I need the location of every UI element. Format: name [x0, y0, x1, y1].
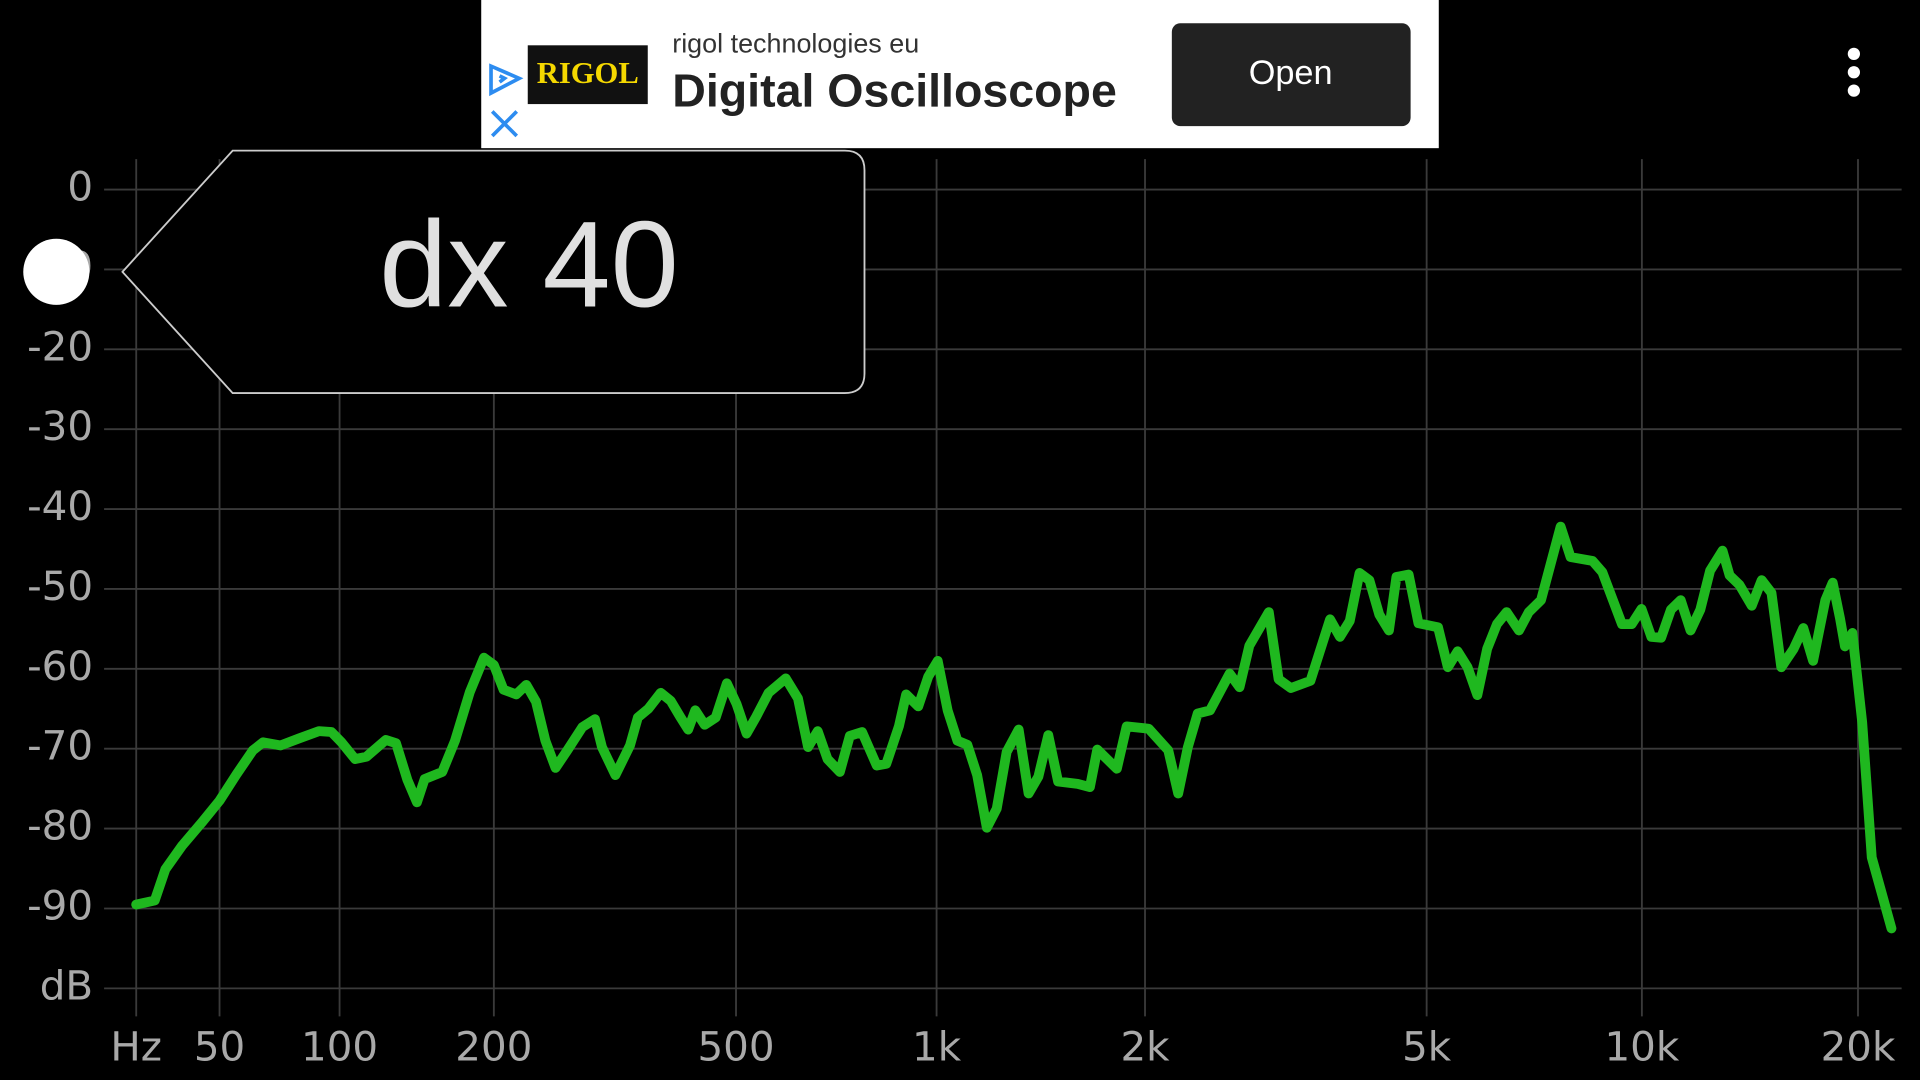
y-tick-label: dB: [40, 961, 93, 1009]
ad-button[interactable]: [1171, 23, 1411, 127]
y-tick-label: -40: [27, 482, 93, 530]
y-tick-label: -20: [27, 322, 93, 370]
menu-dot: [1847, 84, 1860, 97]
x-tick-label: 50: [194, 1022, 245, 1070]
marker-popup: [121, 149, 866, 394]
ad-button-label[interactable]: Open: [1249, 54, 1333, 92]
x-tick-label: 100: [301, 1022, 378, 1070]
x-tick-label: 200: [455, 1022, 532, 1070]
menu-dot: [1847, 66, 1860, 79]
x-tick-label: 500: [697, 1022, 774, 1070]
menu-dot: [1847, 47, 1860, 60]
x-tick-label: 1k: [912, 1022, 962, 1070]
y-tick-label: -50: [27, 562, 93, 610]
y-tick-label: -90: [27, 881, 93, 929]
ad-logo: RIGOL: [537, 56, 639, 90]
ad-headline: Digital Oscilloscope: [672, 65, 1117, 117]
x-tick-label: 5k: [1402, 1022, 1452, 1070]
x-tick-label: 20k: [1821, 1022, 1896, 1070]
y-tick-label: 0: [67, 163, 93, 211]
ad-advertiser: rigol technologies eu: [672, 28, 919, 58]
y-tick-label: -80: [27, 802, 93, 850]
spectrum-line: [131, 521, 1897, 934]
y-tick-label: -60: [27, 642, 93, 690]
x-tick-label: 10k: [1604, 1022, 1679, 1070]
ad-logo-box: [527, 45, 648, 105]
y-tick-label: -70: [27, 722, 93, 770]
ad-choices-icon[interactable]: [489, 63, 524, 97]
x-tick-label: Hz: [110, 1022, 162, 1070]
marker-handle[interactable]: [23, 238, 90, 305]
ad-close-icon[interactable]: [490, 110, 519, 138]
ad-banner[interactable]: RIGOL rigol technologies eu Digital Osci…: [481, 0, 1439, 149]
popup-label: dx 40: [379, 196, 679, 333]
y-tick-label: -30: [27, 402, 93, 450]
overflow-menu[interactable]: [1847, 47, 1860, 97]
x-tick-label: 2k: [1120, 1022, 1170, 1070]
